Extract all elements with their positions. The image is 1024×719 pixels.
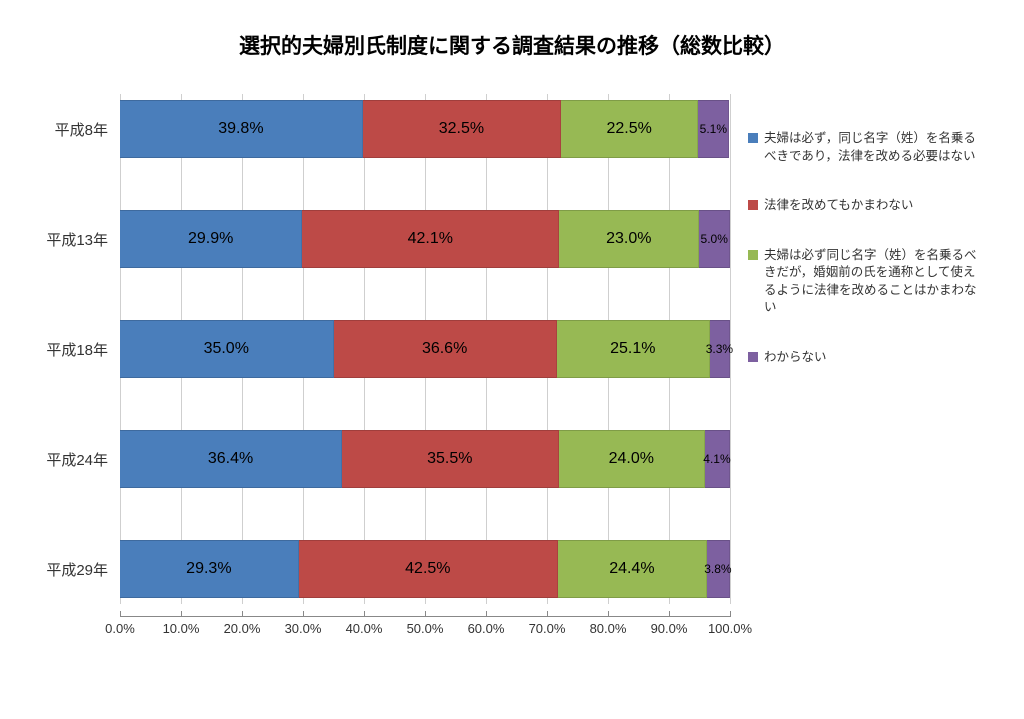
y-axis-label: 平成18年	[40, 339, 120, 360]
x-tick-label: 0.0%	[105, 621, 135, 636]
legend-swatch	[748, 133, 758, 143]
x-tick-label: 40.0%	[346, 621, 383, 636]
bar-segment: 42.1%	[302, 210, 559, 268]
x-axis-line: 0.0%10.0%20.0%30.0%40.0%50.0%60.0%70.0%8…	[120, 616, 730, 640]
legend-item: 法律を改めてもかまわない	[748, 197, 984, 215]
bar-track: 39.8%32.5%22.5%5.1%	[120, 100, 730, 158]
bar-segment: 29.9%	[120, 210, 302, 268]
y-axis-label: 平成8年	[40, 119, 120, 140]
bar-row: 平成13年29.9%42.1%23.0%5.0%	[40, 210, 730, 268]
y-axis-label: 平成29年	[40, 559, 120, 580]
bar-segment: 29.3%	[120, 540, 299, 598]
bar-segment: 3.8%	[707, 540, 730, 598]
bar-row: 平成18年35.0%36.6%25.1%3.3%	[40, 320, 730, 378]
plot-area: 平成8年39.8%32.5%22.5%5.1% 平成13年29.9%42.1%23…	[40, 100, 730, 640]
bar-segment: 23.0%	[559, 210, 699, 268]
chart-body: 平成8年39.8%32.5%22.5%5.1% 平成13年29.9%42.1%23…	[40, 100, 984, 640]
bar-segment: 39.8%	[120, 100, 363, 158]
bar-track: 36.4%35.5%24.0%4.1%	[120, 430, 730, 488]
bar-segment: 24.4%	[558, 540, 707, 598]
x-tick-label: 80.0%	[590, 621, 627, 636]
legend-label: 法律を改めてもかまわない	[764, 197, 913, 215]
legend-label: わからない	[764, 349, 827, 367]
x-tick-label: 20.0%	[224, 621, 261, 636]
bar-track: 29.3%42.5%24.4%3.8%	[120, 540, 730, 598]
legend-swatch	[748, 200, 758, 210]
legend-label: 夫婦は必ず，同じ名字（姓）を名乗るべきであり，法律を改める必要はない	[764, 130, 984, 165]
y-axis-label: 平成24年	[40, 449, 120, 470]
x-tick-label: 10.0%	[163, 621, 200, 636]
x-tick-label: 30.0%	[285, 621, 322, 636]
chart-title: 選択的夫婦別氏制度に関する調査結果の推移（総数比較）	[40, 30, 984, 60]
legend-label: 夫婦は必ず同じ名字（姓）を名乗るべきだが，婚姻前の氏を通称として使えるように法律…	[764, 247, 984, 317]
bar-track: 35.0%36.6%25.1%3.3%	[120, 320, 730, 378]
x-axis: 0.0% 10.0% 20.0% 30.0% 40.0% 50.0% 60.0% 70.0% 8…	[40, 616, 730, 640]
legend-swatch	[748, 250, 758, 260]
bar-segment: 3.3%	[710, 320, 730, 378]
x-tick-label: 60.0%	[468, 621, 505, 636]
bar-segment: 36.4%	[120, 430, 342, 488]
bar-segment: 35.0%	[120, 320, 334, 378]
bar-row: 平成8年39.8%32.5%22.5%5.1%	[40, 100, 730, 158]
bar-segment: 4.1%	[705, 430, 730, 488]
bar-segment: 5.0%	[699, 210, 730, 268]
bar-row: 平成24年36.4%35.5%24.0%4.1%	[40, 430, 730, 488]
legend-item: 夫婦は必ず同じ名字（姓）を名乗るべきだが，婚姻前の氏を通称として使えるように法律…	[748, 247, 984, 317]
bar-segment: 36.6%	[334, 320, 557, 378]
x-tick-label: 90.0%	[651, 621, 688, 636]
legend-swatch	[748, 352, 758, 362]
bar-segment: 35.5%	[342, 430, 559, 488]
legend-item: 夫婦は必ず，同じ名字（姓）を名乗るべきであり，法律を改める必要はない	[748, 130, 984, 165]
bar-track: 29.9%42.1%23.0%5.0%	[120, 210, 730, 268]
legend: 夫婦は必ず，同じ名字（姓）を名乗るべきであり，法律を改める必要はない法律を改めて…	[730, 100, 984, 640]
bar-segment: 22.5%	[561, 100, 698, 158]
bar-segment: 5.1%	[698, 100, 729, 158]
bar-segment: 24.0%	[559, 430, 705, 488]
bar-segment: 42.5%	[299, 540, 558, 598]
y-axis-label: 平成13年	[40, 229, 120, 250]
x-tick-label: 70.0%	[529, 621, 566, 636]
bar-segment: 32.5%	[363, 100, 561, 158]
bar-segment: 25.1%	[557, 320, 710, 378]
x-tick-label: 100.0%	[708, 621, 752, 636]
bar-rows: 平成8年39.8%32.5%22.5%5.1% 平成13年29.9%42.1%23…	[40, 100, 730, 598]
x-tick-label: 50.0%	[407, 621, 444, 636]
bar-row: 平成29年29.3%42.5%24.4%3.8%	[40, 540, 730, 598]
chart-container: 選択的夫婦別氏制度に関する調査結果の推移（総数比較） 平成8年39.8%32.5…	[40, 30, 984, 640]
legend-item: わからない	[748, 349, 984, 367]
